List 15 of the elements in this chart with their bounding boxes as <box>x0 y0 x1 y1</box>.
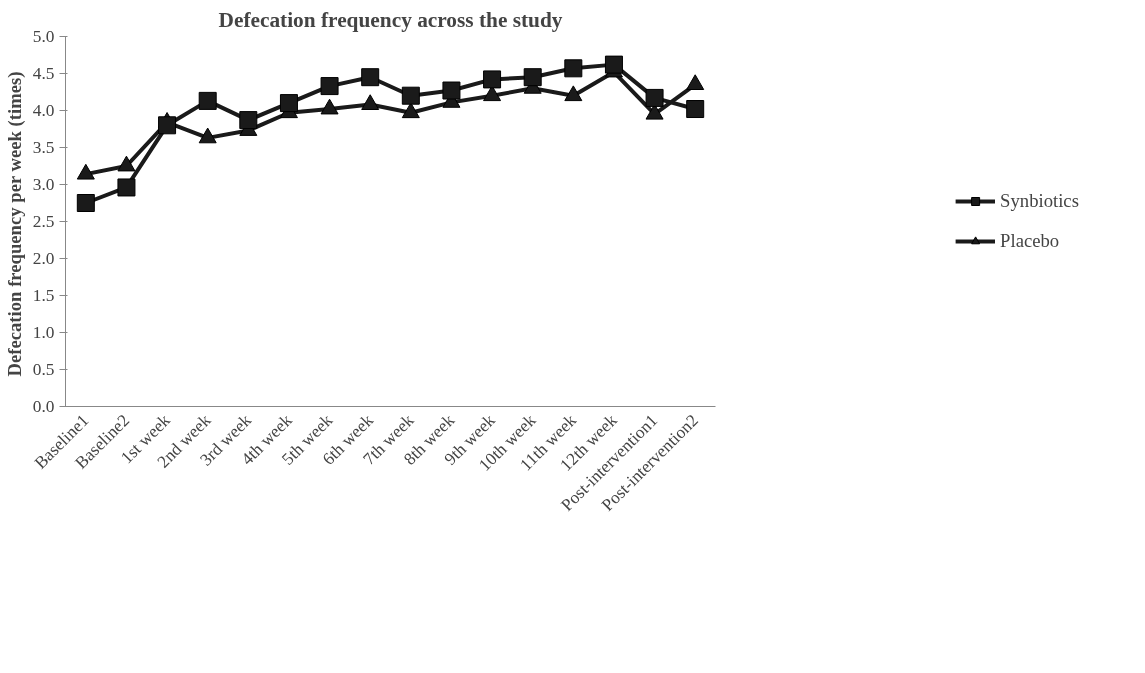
y-tick-label: 5.0 <box>32 27 55 46</box>
legend-label: Placebo <box>1000 230 1060 252</box>
y-tick-label: 3.5 <box>32 138 55 157</box>
y-tick-label: 1.0 <box>32 323 55 342</box>
y-tick-label: 0.0 <box>32 397 55 416</box>
y-tick-label: 3.0 <box>32 175 55 194</box>
y-axis-title: Defecation frequency per week (times) <box>3 71 26 377</box>
legend-label: Synbiotics <box>1000 190 1079 212</box>
y-tick-label: 2.0 <box>32 249 55 268</box>
y-tick-label: 2.5 <box>32 212 55 231</box>
y-tick-label: 1.5 <box>32 286 55 305</box>
y-tick-label: 4.5 <box>32 64 55 83</box>
y-tick-label: 4.0 <box>32 101 55 120</box>
y-tick-label: 0.5 <box>32 360 55 379</box>
chart-title: Defecation frequency across the study <box>218 7 563 32</box>
